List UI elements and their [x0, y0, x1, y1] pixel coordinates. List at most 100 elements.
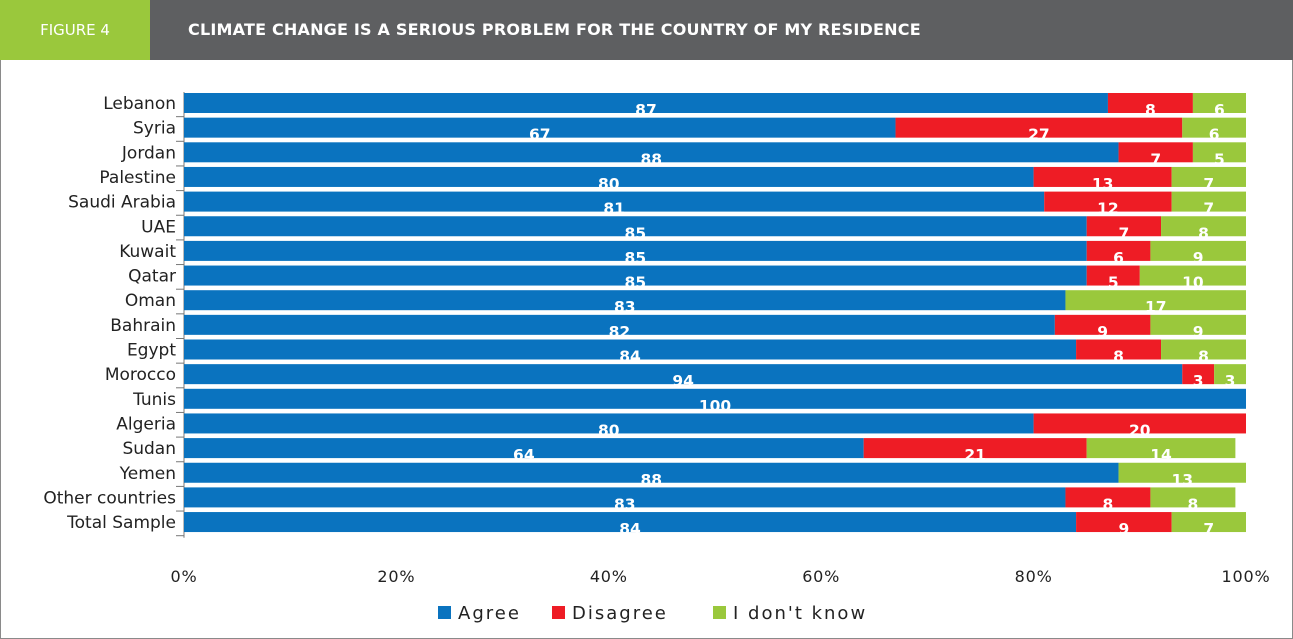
bar-segment-agree [184, 117, 896, 138]
bar-segment-dont-know [1192, 93, 1246, 113]
bar-segment-disagree [895, 117, 1183, 138]
category-label: Jordan [121, 143, 176, 163]
bar-segment-agree [184, 512, 1077, 533]
data-label: 12 [1097, 200, 1119, 218]
data-label: 83 [614, 495, 636, 513]
data-label: 9 [1193, 249, 1204, 267]
category-label: Sudan [122, 439, 176, 459]
data-label: 27 [1028, 126, 1050, 144]
data-label: 6 [1113, 249, 1124, 267]
bar-segment-agree [184, 487, 1066, 508]
category-label: Tunis [132, 390, 176, 410]
data-label: 10 [1182, 274, 1204, 292]
data-label: 21 [964, 446, 986, 464]
x-tick-label: 40% [590, 567, 628, 586]
bar-segment-agree [184, 339, 1077, 360]
bar-segment-dont-know [1161, 216, 1246, 237]
bar-segment-disagree [1118, 142, 1193, 163]
data-label: 83 [614, 298, 636, 316]
bar-segment-agree [184, 314, 1055, 335]
data-label: 9 [1193, 323, 1204, 341]
data-label: 85 [625, 224, 647, 242]
x-tick-label: 60% [802, 567, 840, 586]
data-label: 85 [625, 274, 647, 292]
x-tick-label: 20% [377, 567, 415, 586]
data-label: 7 [1203, 175, 1214, 193]
data-label: 84 [619, 348, 641, 366]
data-label: 9 [1097, 323, 1108, 341]
data-label: 13 [1171, 471, 1193, 489]
bar-segment-disagree [1044, 191, 1172, 212]
data-label: 5 [1108, 274, 1119, 292]
legend-label: Agree [458, 603, 521, 624]
bar-segment-agree [184, 191, 1045, 212]
bar-segment-disagree [863, 438, 1087, 459]
bar-segment-agree [184, 388, 1246, 409]
figure-label: FIGURE 4 [0, 0, 150, 60]
data-label: 67 [529, 126, 551, 144]
bar-segment-dont-know [1171, 512, 1246, 533]
data-label: 13 [1092, 175, 1114, 193]
bar-segment-disagree [1065, 487, 1151, 508]
bar-segment-agree [184, 364, 1183, 385]
data-label: 64 [513, 446, 535, 464]
bar-segment-agree [184, 413, 1034, 434]
bar-segment-dont-know [1139, 265, 1246, 286]
bar-segment-agree [184, 438, 864, 459]
bar-segment-agree [184, 240, 1087, 261]
bar-segment-dont-know [1171, 191, 1246, 212]
data-label: 80 [598, 421, 620, 439]
bar-segment-dont-know [1150, 314, 1246, 335]
x-tick-label: 80% [1015, 567, 1053, 586]
legend-label: Disagree [572, 603, 668, 624]
data-label: 8 [1198, 348, 1209, 366]
category-label: Yemen [119, 464, 176, 484]
data-label: 88 [640, 471, 662, 489]
data-label: 14 [1150, 446, 1172, 464]
bar-segment-agree [184, 216, 1087, 237]
data-label: 8 [1188, 495, 1199, 513]
x-tick-label: 0% [171, 567, 198, 586]
data-label: 6 [1209, 126, 1220, 144]
bar-segment-disagree [1086, 240, 1151, 261]
data-label: 6 [1214, 101, 1225, 119]
bar-segment-disagree [1076, 512, 1172, 533]
data-label: 85 [625, 249, 647, 267]
x-tick-label: 100% [1222, 567, 1271, 586]
category-label: Egypt [127, 341, 176, 361]
legend-swatch [552, 606, 565, 619]
data-label: 80 [598, 175, 620, 193]
category-label: Algeria [116, 414, 176, 434]
data-label: 20 [1129, 421, 1151, 439]
data-label: 5 [1214, 150, 1225, 168]
data-label: 82 [609, 323, 631, 341]
bar-segment-disagree [1033, 413, 1246, 434]
data-label: 8 [1145, 101, 1156, 119]
category-label: Syria [133, 119, 176, 139]
legend-swatch [438, 606, 451, 619]
bar-segment-disagree [1076, 339, 1162, 360]
data-label: 87 [635, 101, 657, 119]
bar-segment-dont-know [1161, 339, 1246, 360]
bar-segment-dont-know [1171, 166, 1246, 187]
category-label: Qatar [128, 267, 176, 287]
figure-header: FIGURE 4 CLIMATE CHANGE IS A SERIOUS PRO… [0, 0, 1293, 60]
bar-segment-agree [184, 290, 1066, 311]
bar-segment-disagree [1033, 166, 1172, 187]
bar-segment-dont-know [1192, 142, 1246, 163]
category-label: UAE [141, 217, 176, 237]
data-label: 7 [1150, 150, 1161, 168]
data-label: 8 [1103, 495, 1114, 513]
bar-segment-disagree [1107, 93, 1193, 113]
category-label: Kuwait [119, 242, 176, 262]
data-label: 8 [1198, 224, 1209, 242]
data-label: 7 [1118, 224, 1129, 242]
data-label: 9 [1118, 520, 1129, 538]
bar-segment-disagree [1086, 265, 1140, 286]
data-label: 3 [1193, 372, 1204, 390]
bar-segment-disagree [1182, 364, 1215, 385]
data-label: 88 [640, 150, 662, 168]
bar-segment-dont-know [1214, 364, 1246, 385]
category-label: Palestine [99, 168, 176, 188]
